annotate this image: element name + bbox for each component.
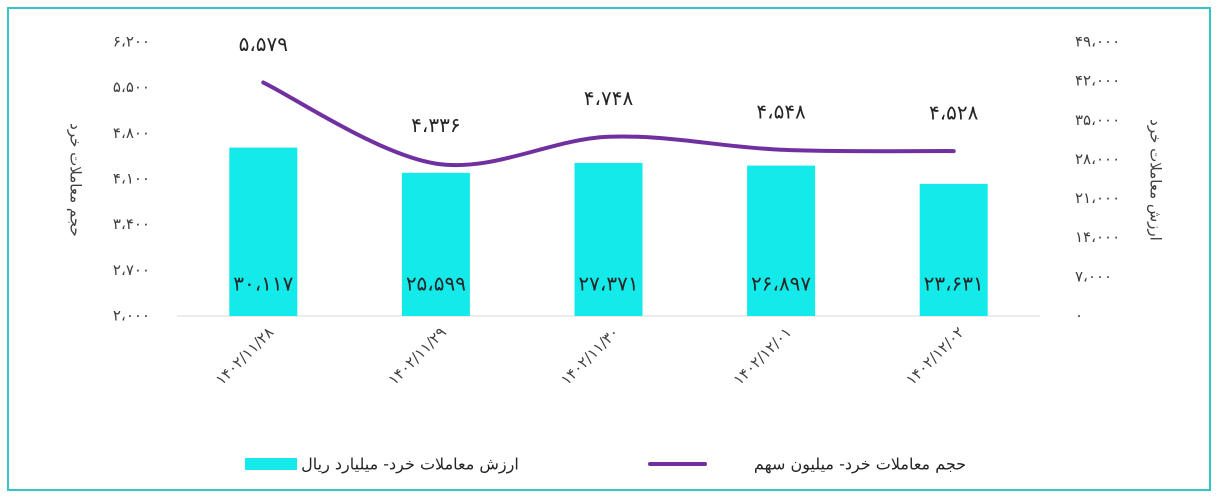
y-tick-label: ۳،۴۰۰	[113, 215, 150, 233]
y2-tick-label: ۷،۰۰۰	[1075, 267, 1112, 285]
line	[261, 80, 956, 168]
y-tick-label: ۴،۸۰۰	[113, 124, 150, 142]
line-value-label: ۵،۵۷۹	[239, 32, 288, 56]
legend-label: ارزش معاملات خرد- میلیارد ریال	[301, 455, 519, 475]
y2-tick-label: ۴۲،۰۰۰	[1075, 72, 1120, 90]
bar-value-label: ۲۷،۳۷۱	[578, 272, 638, 296]
y-axis-title: حجم معاملات خرد	[67, 123, 85, 237]
bar-value-label: ۳۰،۱۱۷	[233, 272, 293, 296]
bar	[919, 183, 988, 316]
legend-swatch	[245, 458, 297, 470]
bar-value-label: ۲۵،۵۹۹	[406, 272, 466, 296]
y2-tick-label: ۱۴،۰۰۰	[1075, 228, 1120, 246]
line-value-label: ۴،۵۲۸	[929, 101, 979, 125]
bar	[574, 162, 643, 316]
line-value-label: ۴،۵۴۸	[756, 99, 806, 123]
y-tick-label: ۴،۱۰۰	[113, 170, 150, 188]
y2-tick-label: ۴۹،۰۰۰	[1075, 33, 1120, 51]
y2-tick-label: ۲۱،۰۰۰	[1075, 189, 1120, 207]
y2-tick-label: ۳۵،۰۰۰	[1075, 111, 1120, 129]
bar	[229, 147, 298, 316]
bar-value-label: ۲۶،۸۹۷	[751, 272, 811, 296]
y-tick-label: ۶،۲۰۰	[113, 33, 150, 51]
y-tick-label: ۲،۷۰۰	[113, 261, 150, 279]
legend-label: حجم معاملات خرد- میلیون سهم	[754, 455, 966, 475]
bar-value-label: ۲۳،۶۳۱	[924, 272, 984, 296]
line-value-label: ۴،۳۳۶	[411, 113, 460, 137]
y2-tick-label: ۰	[1075, 307, 1083, 325]
y-tick-label: ۵،۵۰۰	[113, 78, 150, 96]
bar	[401, 172, 470, 316]
bar	[747, 165, 816, 316]
line-value-label: ۴،۷۴۸	[584, 86, 634, 110]
y2-axis-title: ارزش معاملات خرد	[1147, 119, 1165, 241]
y-tick-label: ۲،۰۰۰	[113, 307, 150, 325]
y2-tick-label: ۲۸،۰۰۰	[1075, 150, 1120, 168]
